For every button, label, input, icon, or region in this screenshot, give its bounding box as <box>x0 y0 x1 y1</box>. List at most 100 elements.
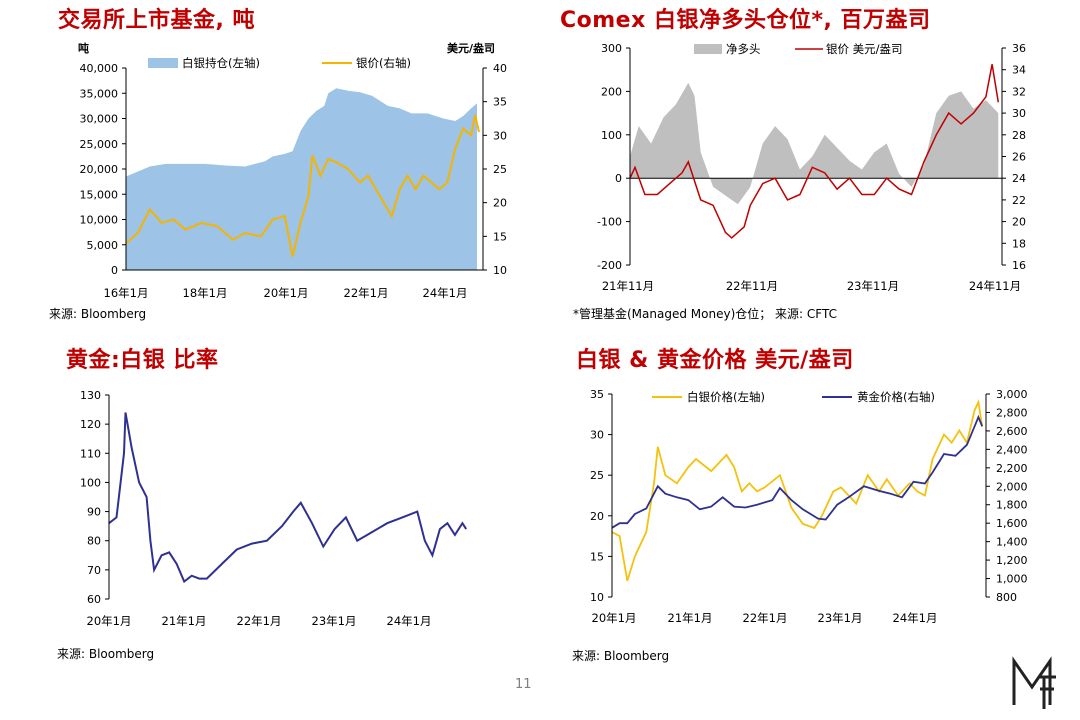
chart1-legend-price: 银价(右轴) <box>356 56 411 70</box>
chart4-right-tick-label: 2,800 <box>996 406 1028 419</box>
chart2-left-tick-label: -200 <box>597 259 622 272</box>
chart2-x-tick-label: 23年11月 <box>847 279 899 293</box>
chart3-x-tick-label: 20年1月 <box>87 614 132 628</box>
chart2-right-tick-label: 26 <box>1012 151 1026 164</box>
chart3-left-tick-label: 120 <box>80 418 101 431</box>
chart4-left-tick-label: 10 <box>590 591 604 604</box>
chart3-x-tick-label: 23年1月 <box>312 614 357 628</box>
chart1-left-tick-label: 5,000 <box>87 239 119 252</box>
chart1-right-tick-label: 15 <box>493 230 507 243</box>
chart2-right-tick-label: 16 <box>1012 259 1026 272</box>
chart4-right-tick-label: 1,000 <box>996 573 1028 586</box>
chart1-right-tick-label: 30 <box>493 129 507 142</box>
chart4-legend-gold: 黄金价格(右轴) <box>857 390 935 404</box>
mf-logo-icon <box>1012 656 1056 709</box>
chart2-right-tick-label: 28 <box>1012 129 1026 142</box>
chart2-left-tick-label: -100 <box>597 216 622 229</box>
chart2-legend-netlong: 净多头 <box>726 42 761 56</box>
chart4-x-tick-label: 22年1月 <box>743 611 788 625</box>
chart2-x-tick-label: 24年11月 <box>969 279 1021 293</box>
chart4-legend-silver: 白银价格(左轴) <box>687 390 765 404</box>
chart2-right-tick-label: 30 <box>1012 107 1026 120</box>
chart1-left-tick-label: 15,000 <box>80 188 119 201</box>
chart4-silver-line <box>611 399 984 582</box>
chart1-left-tick-label: 10,000 <box>80 214 119 227</box>
chart4-x-tick-label: 20年1月 <box>592 611 637 625</box>
chart1-right-tick-label: 35 <box>493 96 507 109</box>
chart4-right-tick-label: 2,000 <box>996 480 1028 493</box>
chart3-ratio-line <box>108 412 468 584</box>
chart2-right-tick-label: 34 <box>1012 64 1026 77</box>
chart2-left-tick-label: 200 <box>601 85 622 98</box>
chart2-left-tick-label: 300 <box>601 42 622 55</box>
chart4-left-tick-label: 35 <box>590 388 604 401</box>
chart4-right-tick-label: 2,200 <box>996 462 1028 475</box>
chart4-title: 白银 & 黄金价格 美元/盎司 <box>576 348 854 373</box>
chart2-source: *管理基金(Managed Money)仓位； 来源: CFTC <box>573 307 837 321</box>
chart1-left-tick-label: 40,000 <box>80 62 119 75</box>
chart1-title: 交易所上市基金, 吨 <box>58 8 256 33</box>
chart1-left-tick-label: 30,000 <box>80 113 119 126</box>
chart4-right-tick-label: 1,400 <box>996 536 1028 549</box>
chart1-x-tick-label: 20年1月 <box>264 286 309 300</box>
chart4-right-tick-label: 3,000 <box>996 388 1028 401</box>
chart2-legend-price: 银价 美元/盎司 <box>826 42 903 56</box>
chart4-right-tick-label: 2,400 <box>996 443 1028 456</box>
chart1-left-tick-label: 20,000 <box>80 163 119 176</box>
chart1-x-tick-label: 24年1月 <box>423 286 468 300</box>
chart4-right-tick-label: 2,600 <box>996 425 1028 438</box>
chart2-x-tick-label: 22年11月 <box>726 279 778 293</box>
chart2-left-tick-label: 0 <box>615 172 622 185</box>
chart1-right-tick-label: 40 <box>493 62 507 75</box>
chart1-holdings-area <box>126 88 478 270</box>
chart1-x-tick-label: 22年1月 <box>344 286 389 300</box>
chart1-left-tick-label: 0 <box>111 264 118 277</box>
chart3-left-tick-label: 70 <box>87 564 101 577</box>
chart4-x-tick-label: 23年1月 <box>818 611 863 625</box>
chart1-legend-swatch-holdings <box>148 58 178 68</box>
chart2-legend-swatch-netlong <box>694 44 722 54</box>
chart4-source: 来源: Bloomberg <box>572 649 670 663</box>
chart3-left-tick-label: 110 <box>80 447 101 460</box>
chart1-right-unit: 美元/盎司 <box>447 41 495 55</box>
chart2-left-tick-label: 100 <box>601 129 622 142</box>
chart2-right-tick-label: 18 <box>1012 237 1026 250</box>
chart3-left-tick-label: 90 <box>87 506 101 519</box>
chart2-price-line <box>629 64 1000 239</box>
chart1-source: 来源: Bloomberg <box>49 307 147 321</box>
chart2-right-tick-label: 36 <box>1012 42 1026 55</box>
chart1-legend-holdings: 白银持仓(左轴) <box>182 56 260 70</box>
chart4-right-tick-label: 800 <box>996 591 1017 604</box>
chart1-left-unit: 吨 <box>78 41 89 55</box>
chart1-left-tick-label: 35,000 <box>80 87 119 100</box>
chart2-right-tick-label: 32 <box>1012 85 1026 98</box>
chart4-x-tick-label: 21年1月 <box>668 611 713 625</box>
chart1-left-tick-label: 25,000 <box>80 138 119 151</box>
chart4-x-tick-label: 24年1月 <box>893 611 938 625</box>
chart2-right-tick-label: 24 <box>1012 172 1026 185</box>
chart4-left-tick-label: 15 <box>590 550 604 563</box>
chart2-x-tick-label: 21年11月 <box>602 279 654 293</box>
chart3-title: 黄金:白银 比率 <box>66 348 219 373</box>
chart2-right-tick-label: 20 <box>1012 216 1026 229</box>
chart1-right-tick-label: 20 <box>493 197 507 210</box>
chart4-left-tick-label: 20 <box>590 510 604 523</box>
chart4-right-tick-label: 1,800 <box>996 499 1028 512</box>
chart3-x-tick-label: 22年1月 <box>237 614 282 628</box>
chart3-left-tick-label: 130 <box>80 389 101 402</box>
chart3-left-tick-label: 80 <box>87 535 101 548</box>
chart3-x-tick-label: 24年1月 <box>387 614 432 628</box>
chart1-x-tick-label: 16年1月 <box>104 286 149 300</box>
chart4-right-tick-label: 1,600 <box>996 517 1028 530</box>
chart3-left-tick-label: 100 <box>80 476 101 489</box>
chart3-source: 来源: Bloomberg <box>57 647 155 661</box>
chart3-left-tick-label: 60 <box>87 593 101 606</box>
chart1-right-tick-label: 25 <box>493 163 507 176</box>
chart4-right-tick-label: 1,200 <box>996 554 1028 567</box>
chart1-price-line <box>125 114 480 257</box>
chart1-right-tick-label: 10 <box>493 264 507 277</box>
chart4-gold-line <box>611 414 984 529</box>
page-number: 11 <box>515 677 532 692</box>
chart2-netlong-area <box>630 82 999 205</box>
